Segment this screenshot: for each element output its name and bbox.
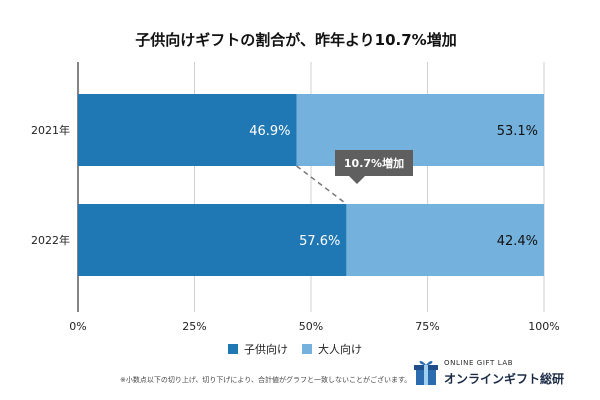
bar-segment xyxy=(346,204,544,276)
x-tick-label: 0% xyxy=(69,320,86,333)
chart-title: 子供向けギフトの割合が、昨年より10.7%増加 xyxy=(135,31,456,49)
x-tick-label: 100% xyxy=(528,320,559,333)
legend-swatch xyxy=(302,344,312,354)
bar-segment xyxy=(78,94,297,166)
bar-value-label: 53.1% xyxy=(497,124,538,139)
brand-name: オンラインギフト総研 xyxy=(444,372,565,386)
legend: 子供向け 大人向け xyxy=(228,342,362,356)
change-connector-line xyxy=(296,165,347,205)
annotation-text: 10.7%増加 xyxy=(344,156,404,170)
x-tick-label: 50% xyxy=(299,320,323,333)
bar-value-label: 46.9% xyxy=(249,124,290,139)
legend-label: 大人向け xyxy=(318,342,362,356)
brand-logo: ONLINE GIFT LAB オンラインギフト総研 xyxy=(414,355,584,391)
labels: 0% 25% 50% 75% 100% 46.9% 53.1% 2021年 57.6% 42.4%… xyxy=(31,123,560,333)
category-label: 2022年 xyxy=(31,233,70,247)
bar-segment xyxy=(78,204,347,276)
annotation-pointer xyxy=(349,176,365,184)
brand-subtitle: ONLINE GIFT LAB xyxy=(444,359,514,367)
x-tick-label: 75% xyxy=(415,320,439,333)
footnote: ※小数点以下の切り上げ、切り下げにより、合計値がグラフと一致しないことがございま… xyxy=(120,376,412,384)
legend-swatch xyxy=(228,344,238,354)
gift-box-icon xyxy=(414,360,438,385)
bar-value-label: 42.4% xyxy=(497,234,538,249)
annotation-box xyxy=(335,150,413,176)
change-annotation: 10.7%増加 xyxy=(296,150,413,205)
x-tick-label: 25% xyxy=(182,320,206,333)
category-label: 2021年 xyxy=(31,123,70,137)
bar-value-label: 57.6% xyxy=(299,234,340,249)
legend-label: 子供向け xyxy=(244,342,288,356)
